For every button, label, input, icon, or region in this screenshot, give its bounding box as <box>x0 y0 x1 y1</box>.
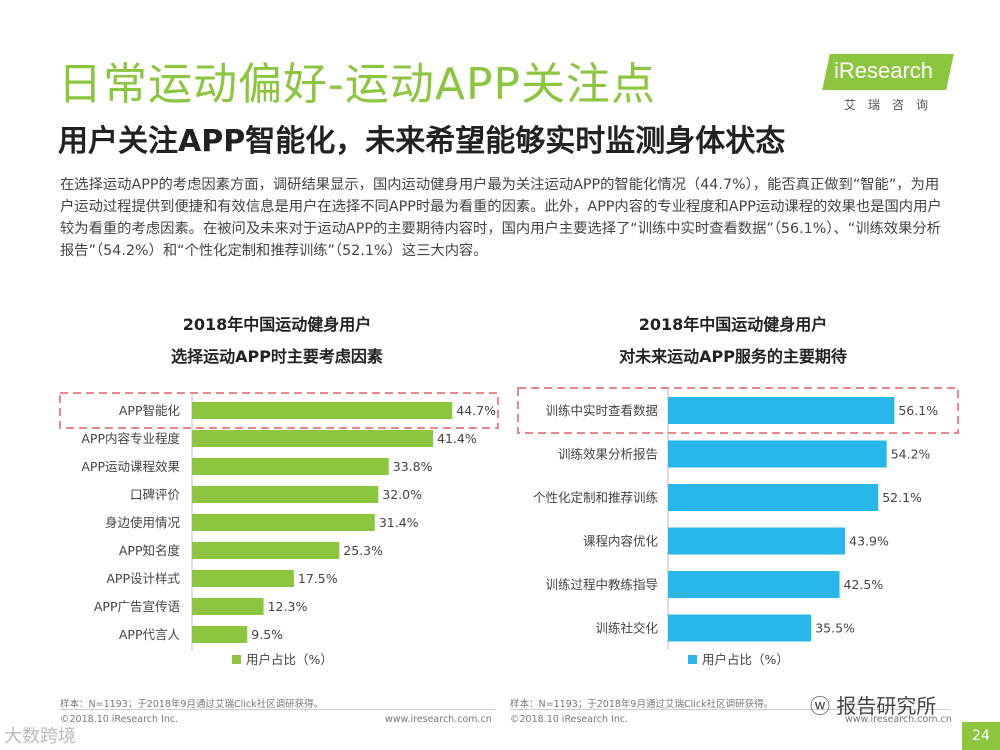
sample-note: 样本：N=1193；于2018年9月通过艾瑞Click社区调研获得。 <box>60 699 324 710</box>
footer-url: www.iresearch.com.cn <box>845 714 952 725</box>
expectations-bar-chart: 训练中实时查看数据 56.1% 训练效果分析报告 54.2% 个性化定制和推荐训练 52.… <box>517 387 959 667</box>
category-label: 训练社交化 <box>595 621 658 636</box>
value-label: 42.5% <box>843 577 883 592</box>
value-label: 35.5% <box>815 621 855 636</box>
value-label: 12.3% <box>268 599 308 614</box>
bar <box>668 397 895 424</box>
legend-label: 用户占比（%） <box>246 652 333 667</box>
page-subtitle: 用户关注APP智能化，未来希望能够实时监测身体状态 <box>58 124 786 159</box>
category-label: APP知名度 <box>119 543 181 558</box>
category-label: 个性化定制和推荐训练 <box>533 490 659 505</box>
bar <box>192 598 264 615</box>
highlight-box <box>59 392 499 429</box>
bar <box>668 484 879 511</box>
watermark-left: 大数跨境 <box>4 726 76 747</box>
bar <box>668 527 846 555</box>
category-label: 训练过程中教练指导 <box>545 577 658 592</box>
bar <box>192 542 340 559</box>
wechat-icon: ⓦ <box>810 694 830 718</box>
footer-divider <box>60 709 495 710</box>
category-label: APP内容专业程度 <box>81 431 180 446</box>
category-label: 训练效果分析报告 <box>558 447 658 462</box>
bar <box>192 570 294 587</box>
legend-swatch <box>232 655 241 664</box>
footer-copyright: ©2018.10 iResearch Inc. <box>60 714 179 725</box>
value-label: 31.4% <box>379 515 419 530</box>
value-label: 9.5% <box>251 627 283 642</box>
iresearch-logo: iResearch 艾瑞咨询 <box>822 54 956 114</box>
chart-title-line1: 2018年中国运动健身用户 <box>182 315 372 334</box>
chart-panel-considerations: 2018年中国运动健身用户 选择运动APP时主要考虑因素 APP智能化 44.7%… <box>52 298 502 688</box>
category-label: APP设计样式 <box>106 571 180 586</box>
chart-title-line2: 对未来运动APP服务的主要期待 <box>619 347 847 366</box>
category-label: 课程内容优化 <box>583 534 659 549</box>
category-label: APP代言人 <box>119 627 181 642</box>
chart-title-line1: 2018年中国运动健身用户 <box>638 315 828 334</box>
page-title: 日常运动偏好-运动APP关注点 <box>58 59 657 110</box>
logo-brand: iResearch <box>834 58 934 83</box>
value-label: 32.0% <box>382 487 422 502</box>
category-label: 训练中实时查看数据 <box>545 403 658 418</box>
category-label: 身边使用情况 <box>105 515 181 530</box>
logo-subtitle: 艾瑞咨询 <box>844 98 941 112</box>
value-label: 52.1% <box>882 490 922 505</box>
bar <box>192 402 453 419</box>
considerations-bar-chart: APP智能化 44.7% APP内容专业程度 41.4% APP运动课程效果 33.8% 口… <box>59 392 499 667</box>
bar <box>668 571 840 598</box>
bar <box>668 440 887 468</box>
value-label: 25.3% <box>343 543 383 558</box>
highlight-box <box>517 387 959 434</box>
value-label: 43.9% <box>849 534 889 549</box>
value-label: 56.1% <box>898 403 938 418</box>
value-label: 33.8% <box>393 459 433 474</box>
bar <box>192 458 389 475</box>
chart-title-line2: 选择运动APP时主要考虑因素 <box>171 347 383 366</box>
footer-url: www.iresearch.com.cn <box>385 714 492 725</box>
value-label: 44.7% <box>456 403 496 418</box>
bar <box>192 626 248 643</box>
page-number: 24 <box>962 722 1000 750</box>
intro-paragraph: 在选择运动APP的考虑因素方面，调研结果显示，国内运动健身用户最为关注运动APP… <box>60 177 942 259</box>
bar <box>192 430 434 447</box>
watermark-right: ⓦ 报告研究所 <box>810 690 936 719</box>
sample-note: 样本：N=1193；于2018年9月通过艾瑞Click社区调研获得。 <box>510 699 774 710</box>
footer-copyright: ©2018.10 iResearch Inc. <box>510 714 629 725</box>
category-label: APP广告宣传语 <box>94 599 180 614</box>
watermark-right-text: 报告研究所 <box>836 694 937 718</box>
legend-label: 用户占比（%） <box>702 652 789 667</box>
category-label: APP智能化 <box>119 403 181 418</box>
footer-divider <box>510 709 950 710</box>
value-label: 54.2% <box>891 447 931 462</box>
legend-swatch <box>688 655 697 664</box>
value-label: 17.5% <box>298 571 338 586</box>
value-label: 41.4% <box>437 431 477 446</box>
category-label: 口碑评价 <box>130 487 181 502</box>
bar <box>192 486 379 503</box>
bar <box>192 514 375 531</box>
chart-panel-expectations: 2018年中国运动健身用户 对未来运动APP服务的主要期待 训练中实时查看数据 5… <box>508 298 959 688</box>
category-label: APP运动课程效果 <box>81 459 180 474</box>
bar <box>668 614 812 642</box>
